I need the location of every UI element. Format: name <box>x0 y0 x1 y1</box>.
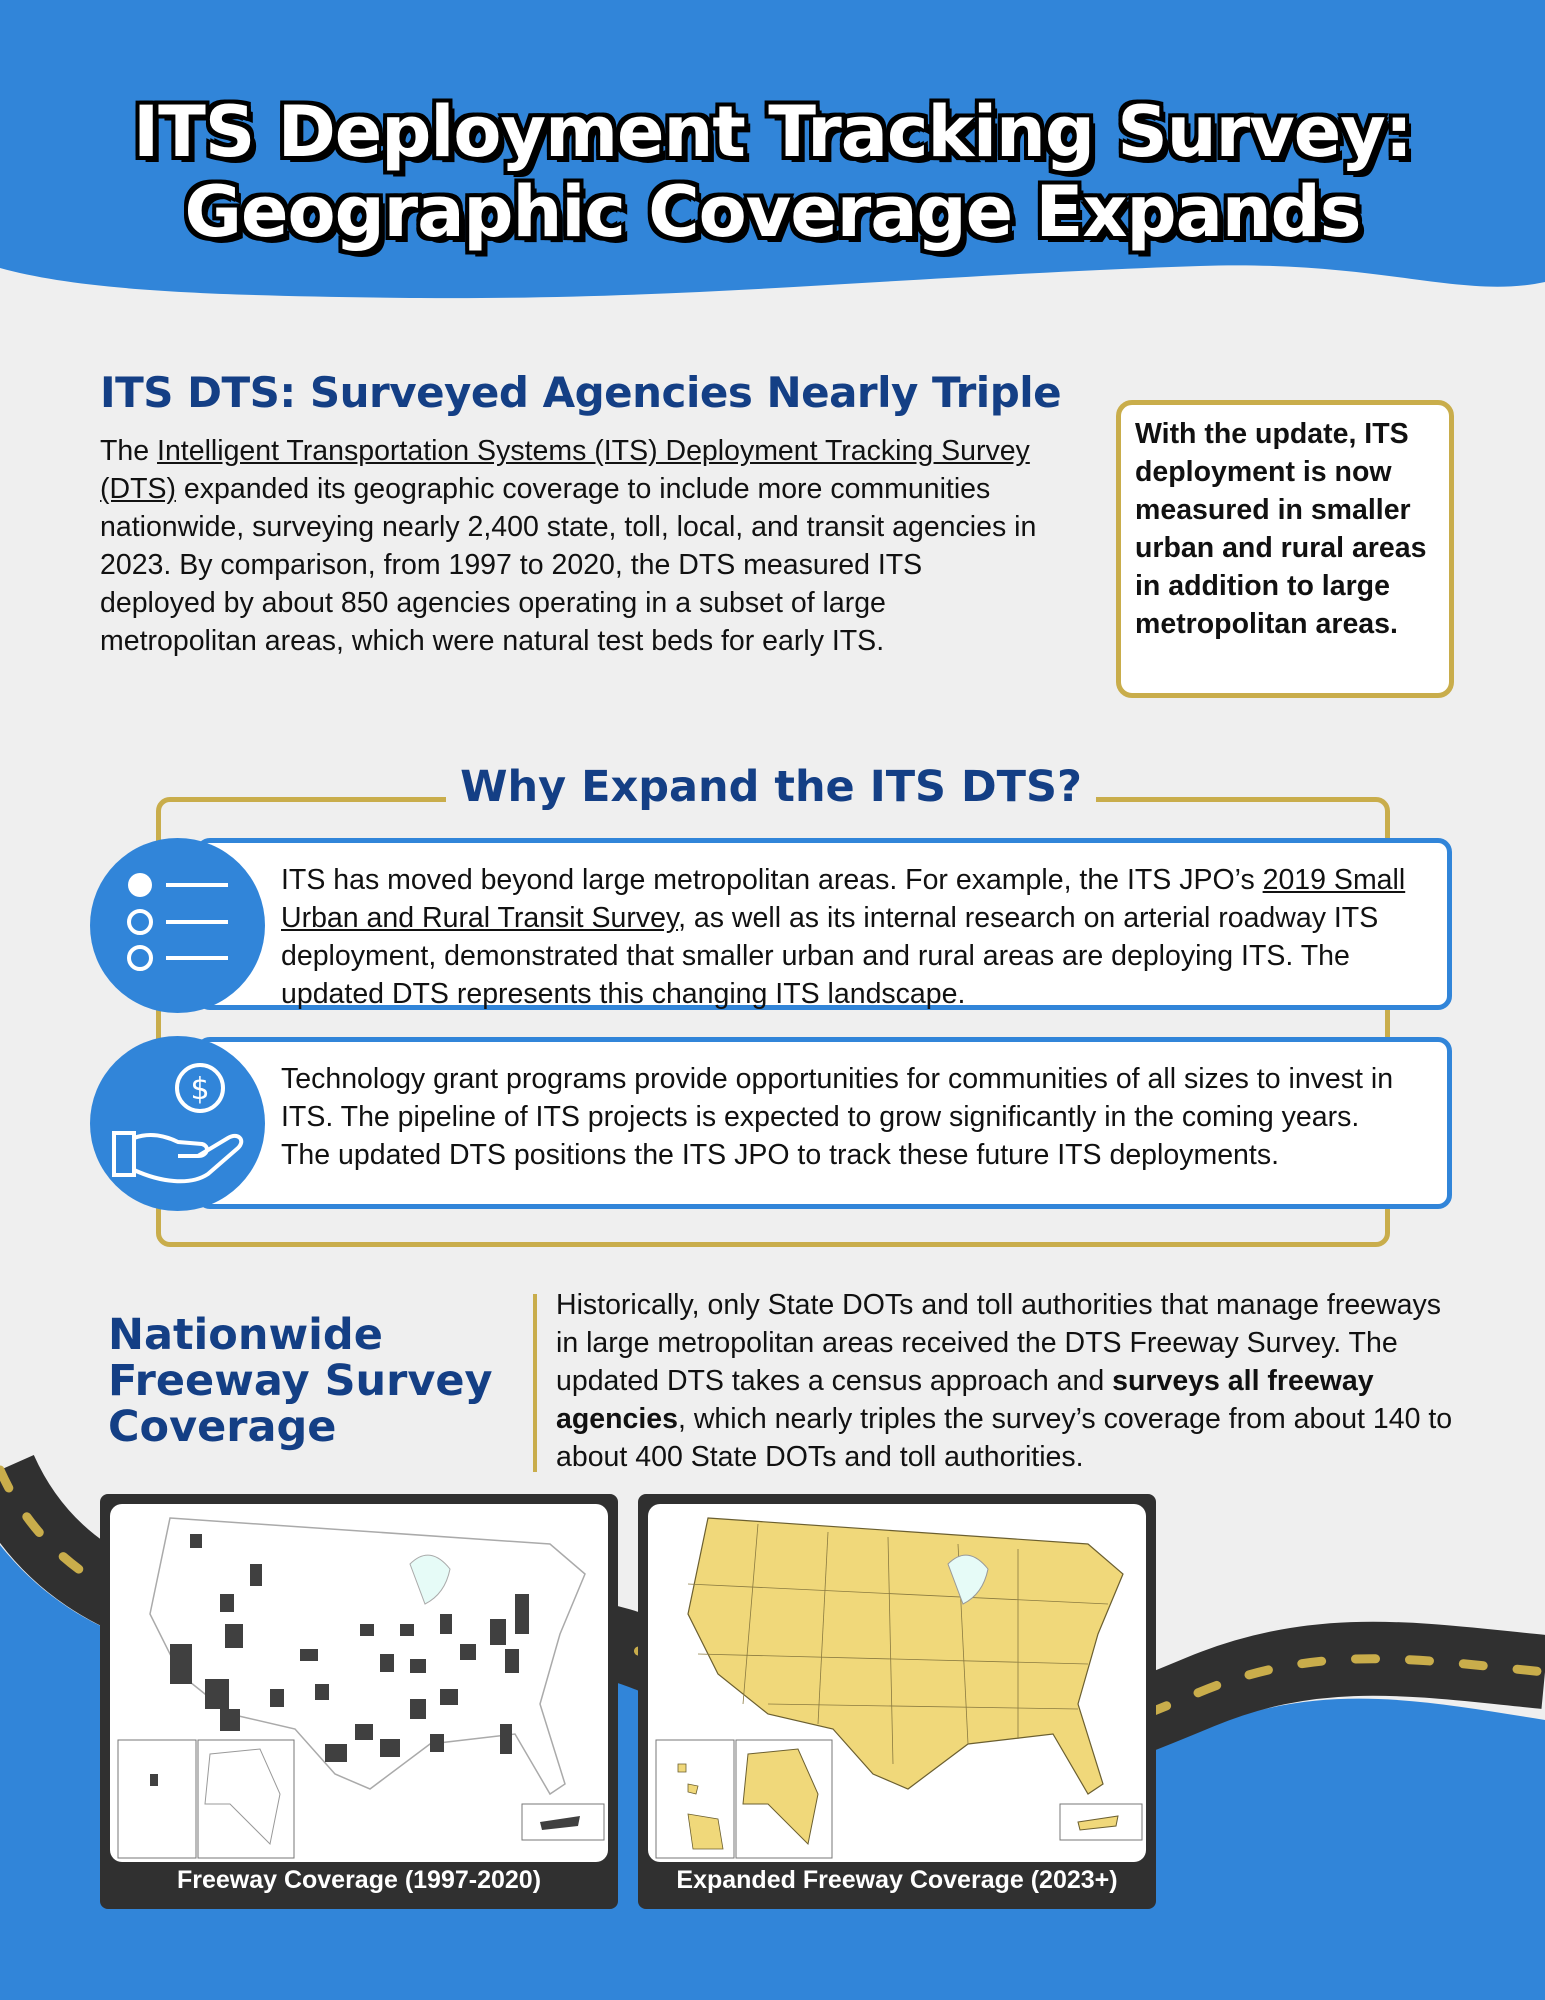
nationwide-body: Historically, only State DOTs and toll a… <box>556 1289 1453 1473</box>
title-line-1: ITS Deployment Tracking Survey: <box>133 91 1413 173</box>
header-wave <box>0 0 1545 299</box>
why-title-backdrop <box>446 770 1096 826</box>
page-title: ITS Deployment Tracking Survey: Geograph… <box>0 92 1545 252</box>
title-line-2: Geographic Coverage Expands <box>184 171 1362 253</box>
list-icon <box>90 838 265 1013</box>
map-caption-2023: Expanded Freeway Coverage (2023+) <box>676 1866 1118 1894</box>
callout-box: With the update, ITS deployment is now m… <box>1116 400 1454 698</box>
why-expand-heading: Why Expand the ITS DTS? <box>460 762 1082 812</box>
nationwide-heading: Nationwide Freeway Survey Coverage <box>108 1310 493 1452</box>
dts-link[interactable]: Intelligent Transportation Systems (ITS)… <box>100 435 1030 505</box>
vertical-divider <box>533 1294 537 1472</box>
section-body-surveyed-agencies: The Intelligent Transportation Systems (… <box>100 435 1037 657</box>
map-caption-1997-2020: Freeway Coverage (1997-2020) <box>176 1866 542 1894</box>
small-urban-rural-survey-link[interactable]: 2019 Small Urban and Rural Transit Surve… <box>281 864 1406 934</box>
reason-card-2: Technology grant programs provide opport… <box>196 1037 1452 1209</box>
us-map-freeway-coverage-1997-2020 <box>110 1504 608 1862</box>
map-card-2023: Expanded Freeway Coverage (2023+) <box>638 1494 1156 1909</box>
svg-text:$: $ <box>190 1072 209 1107</box>
us-map-freeway-coverage-2023 <box>648 1504 1146 1862</box>
reason-card-1: ITS has moved beyond large metropolitan … <box>196 838 1452 1010</box>
section-heading-surveyed-agencies: ITS DTS: Surveyed Agencies Nearly Triple <box>100 368 1062 417</box>
map-card-1997-2020: Freeway Coverage (1997-2020) <box>100 1494 618 1909</box>
hand-dollar-icon: $ <box>90 1036 265 1211</box>
